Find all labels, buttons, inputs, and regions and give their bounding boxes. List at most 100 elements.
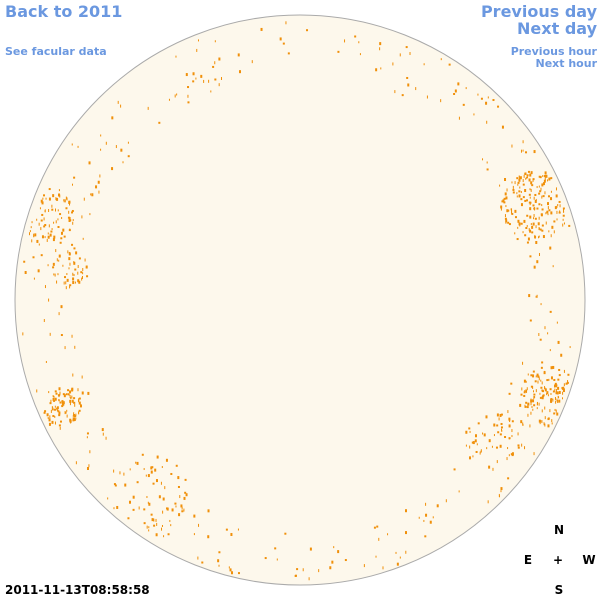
facula bbox=[423, 519, 425, 522]
facula bbox=[510, 382, 513, 385]
facula bbox=[196, 48, 198, 52]
facula bbox=[538, 227, 540, 231]
compass-west: W bbox=[582, 553, 596, 567]
facula bbox=[36, 218, 38, 221]
facula bbox=[128, 500, 131, 504]
facula bbox=[532, 222, 535, 226]
facula bbox=[58, 254, 61, 258]
facula bbox=[37, 269, 40, 273]
facula bbox=[59, 420, 62, 423]
facula bbox=[237, 53, 240, 57]
facula bbox=[193, 533, 195, 536]
facula bbox=[363, 564, 365, 568]
facula bbox=[491, 445, 493, 448]
facula bbox=[565, 382, 568, 385]
facula bbox=[517, 219, 520, 223]
facula bbox=[64, 346, 66, 350]
facula bbox=[553, 378, 556, 381]
facula bbox=[534, 380, 537, 383]
facula bbox=[499, 184, 501, 187]
facula bbox=[100, 148, 102, 151]
facula bbox=[88, 464, 90, 468]
facula bbox=[187, 86, 190, 89]
facula bbox=[86, 436, 88, 439]
facula bbox=[127, 517, 130, 520]
facula bbox=[562, 214, 565, 217]
facula bbox=[60, 305, 63, 309]
facula bbox=[197, 39, 199, 42]
facula bbox=[527, 413, 529, 417]
next-day-link[interactable]: Next day bbox=[517, 19, 597, 38]
facula bbox=[471, 441, 474, 444]
facula bbox=[119, 471, 121, 475]
facula bbox=[546, 211, 549, 214]
facular-data-link[interactable]: See facular data bbox=[5, 45, 107, 58]
facula bbox=[562, 218, 564, 221]
previous-day-link[interactable]: Previous day bbox=[480, 2, 597, 21]
facula bbox=[170, 524, 172, 527]
facula bbox=[519, 176, 522, 180]
facula bbox=[181, 510, 184, 513]
facula bbox=[176, 93, 178, 96]
facula bbox=[78, 401, 81, 405]
facula bbox=[530, 385, 533, 388]
facula bbox=[488, 465, 491, 469]
facula bbox=[72, 219, 74, 222]
facula bbox=[73, 261, 76, 265]
facula bbox=[127, 141, 129, 144]
facula bbox=[81, 275, 83, 279]
facula bbox=[562, 391, 564, 395]
facula bbox=[556, 384, 558, 387]
facula bbox=[527, 170, 530, 173]
facula bbox=[23, 260, 26, 263]
facula bbox=[68, 210, 70, 214]
facula bbox=[562, 223, 564, 227]
facula bbox=[544, 171, 547, 175]
facula bbox=[52, 194, 55, 198]
facula bbox=[52, 406, 54, 410]
facula bbox=[530, 223, 532, 226]
facula bbox=[506, 188, 508, 192]
facula bbox=[554, 408, 556, 411]
facula bbox=[169, 519, 171, 522]
facula bbox=[32, 256, 35, 259]
compass-north: N bbox=[553, 523, 565, 537]
facula bbox=[116, 505, 119, 509]
facula bbox=[525, 380, 527, 383]
back-link[interactable]: Back to 2011 bbox=[5, 2, 123, 21]
facula bbox=[482, 432, 484, 435]
facula bbox=[143, 522, 146, 525]
facula bbox=[49, 415, 51, 419]
facula bbox=[530, 181, 533, 185]
facula bbox=[52, 262, 55, 266]
facula bbox=[62, 264, 64, 267]
facula bbox=[525, 151, 528, 154]
facula bbox=[192, 72, 195, 76]
facula bbox=[529, 255, 532, 258]
facula bbox=[477, 93, 479, 96]
facula bbox=[546, 379, 549, 382]
facula bbox=[516, 195, 518, 198]
facula bbox=[153, 524, 156, 527]
facula bbox=[55, 249, 57, 253]
facula bbox=[56, 406, 59, 410]
facula bbox=[556, 210, 558, 214]
facula bbox=[522, 140, 524, 144]
next-hour-link[interactable]: Next hour bbox=[535, 57, 598, 70]
facula bbox=[43, 225, 46, 228]
facula bbox=[183, 496, 186, 500]
facula bbox=[153, 518, 155, 522]
facula bbox=[540, 303, 542, 306]
facula bbox=[500, 205, 503, 209]
facula bbox=[524, 199, 527, 202]
facula bbox=[274, 547, 277, 550]
facula bbox=[279, 37, 282, 41]
facula bbox=[520, 198, 523, 201]
facula bbox=[529, 229, 532, 233]
facula bbox=[401, 94, 404, 97]
facula bbox=[556, 205, 558, 208]
facula bbox=[530, 374, 533, 377]
facula bbox=[529, 424, 531, 428]
facula bbox=[508, 392, 511, 395]
previous-hour-link[interactable]: Previous hour bbox=[510, 45, 597, 58]
